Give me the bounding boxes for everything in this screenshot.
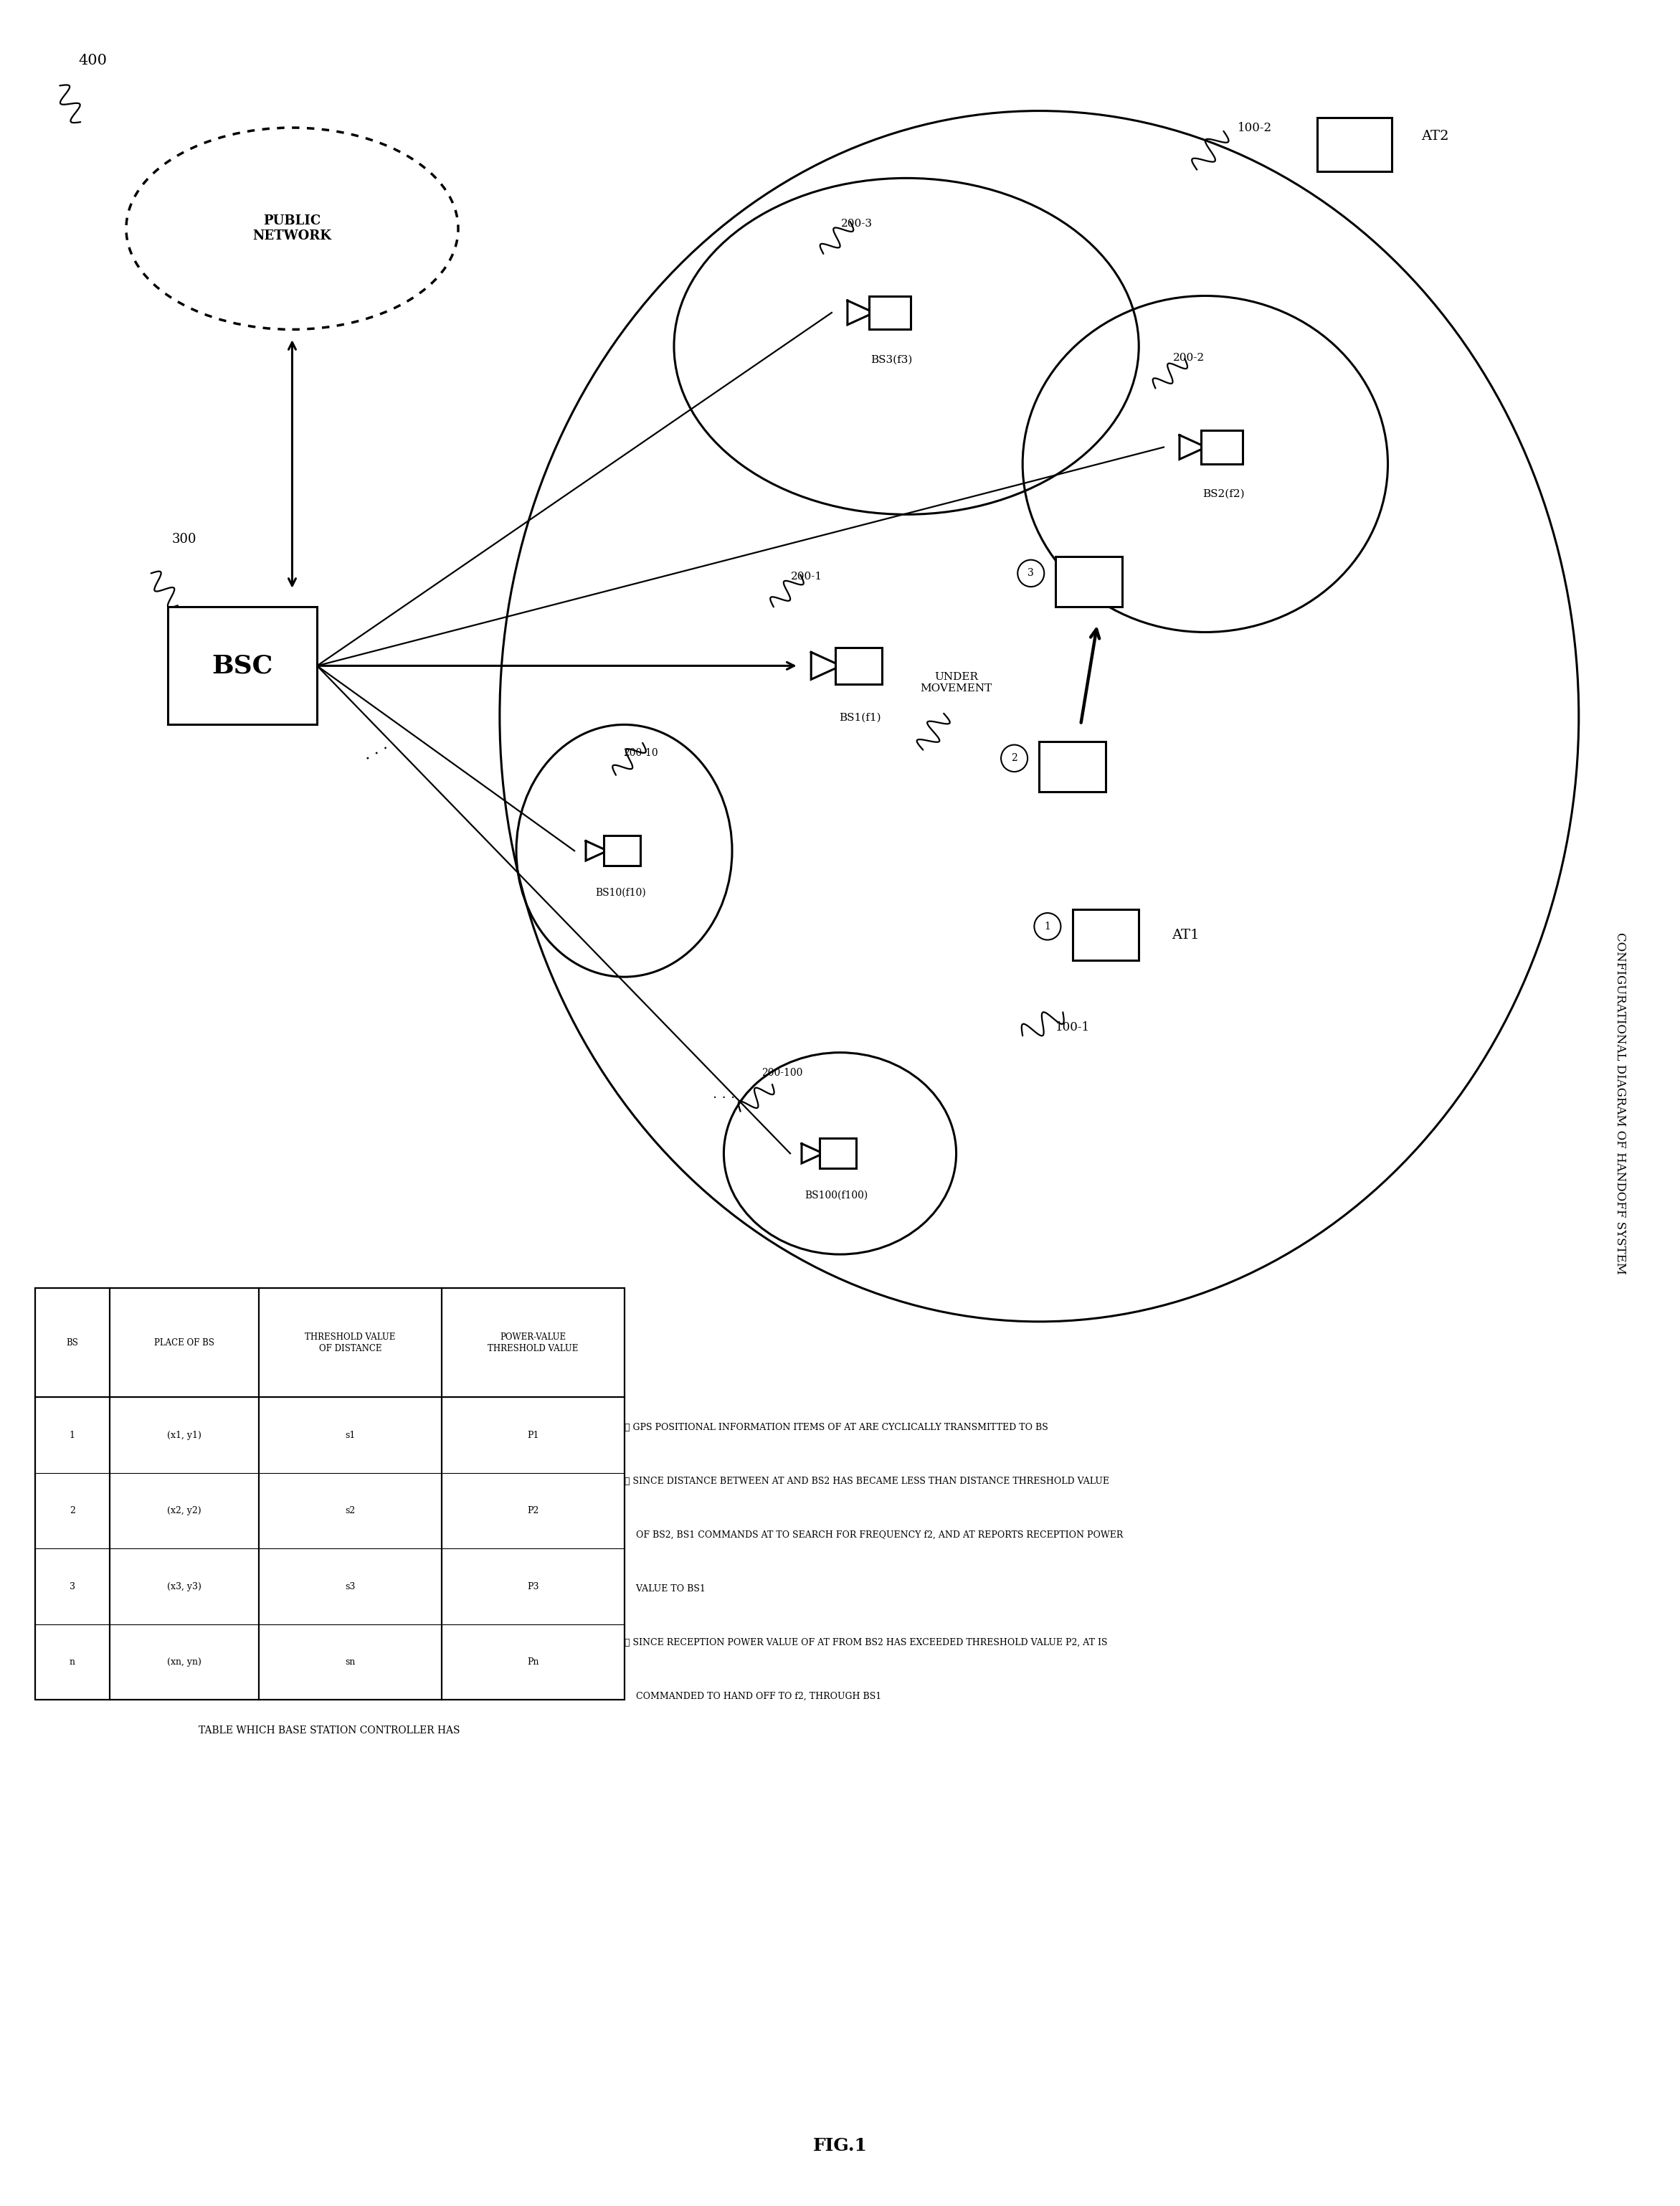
Bar xyxy=(1317,117,1393,172)
Text: 2: 2 xyxy=(1011,752,1018,763)
Text: AT2: AT2 xyxy=(1421,130,1448,143)
Text: . . .: . . . xyxy=(360,737,390,763)
Text: BS3(f3): BS3(f3) xyxy=(870,355,912,364)
Text: BS: BS xyxy=(66,1339,79,1348)
Bar xyxy=(1072,909,1139,960)
Text: 300: 300 xyxy=(171,534,197,547)
Bar xyxy=(603,836,640,867)
Text: BS2(f2): BS2(f2) xyxy=(1203,490,1245,499)
Text: 200-3: 200-3 xyxy=(840,218,872,229)
Text: UNDER
MOVEMENT: UNDER MOVEMENT xyxy=(921,673,993,693)
Text: 200-2: 200-2 xyxy=(1173,353,1205,364)
Text: 200-10: 200-10 xyxy=(623,748,659,759)
Text: VALUE TO BS1: VALUE TO BS1 xyxy=(625,1584,706,1593)
Text: AT1: AT1 xyxy=(1173,929,1200,942)
Text: (x3, y3): (x3, y3) xyxy=(166,1582,202,1591)
Text: 400: 400 xyxy=(79,53,108,66)
Bar xyxy=(835,646,882,684)
Text: ③ SINCE RECEPTION POWER VALUE OF AT FROM BS2 HAS EXCEEDED THRESHOLD VALUE P2, AT: ③ SINCE RECEPTION POWER VALUE OF AT FROM… xyxy=(625,1637,1107,1648)
Bar xyxy=(1201,430,1243,463)
Text: THRESHOLD VALUE
OF DISTANCE: THRESHOLD VALUE OF DISTANCE xyxy=(306,1332,395,1352)
Text: 3: 3 xyxy=(69,1582,76,1591)
Text: TABLE WHICH BASE STATION CONTROLLER HAS: TABLE WHICH BASE STATION CONTROLLER HAS xyxy=(198,1725,460,1736)
Text: n: n xyxy=(69,1657,76,1668)
Bar xyxy=(35,1288,625,1701)
Text: 200-100: 200-100 xyxy=(761,1068,803,1079)
Bar xyxy=(869,296,911,329)
Text: 100-1: 100-1 xyxy=(1055,1021,1090,1032)
Text: P1: P1 xyxy=(528,1429,539,1441)
Text: 1: 1 xyxy=(1045,922,1050,931)
Text: 1: 1 xyxy=(69,1429,76,1441)
Text: s3: s3 xyxy=(344,1582,356,1591)
Text: BS100(f100): BS100(f100) xyxy=(805,1191,869,1200)
Text: PUBLIC
NETWORK: PUBLIC NETWORK xyxy=(252,214,331,243)
Text: P3: P3 xyxy=(528,1582,539,1591)
Text: BS1(f1): BS1(f1) xyxy=(838,713,880,724)
Text: POWER-VALUE
THRESHOLD VALUE: POWER-VALUE THRESHOLD VALUE xyxy=(487,1332,578,1352)
Text: OF BS2, BS1 COMMANDS AT TO SEARCH FOR FREQUENCY f2, AND AT REPORTS RECEPTION POW: OF BS2, BS1 COMMANDS AT TO SEARCH FOR FR… xyxy=(625,1531,1122,1540)
Bar xyxy=(1040,741,1105,792)
Text: 3: 3 xyxy=(1028,569,1035,578)
Text: . . .: . . . xyxy=(712,1088,734,1101)
Text: BSC: BSC xyxy=(212,653,272,677)
Text: s1: s1 xyxy=(344,1429,356,1441)
Text: COMMANDED TO HAND OFF TO f2, THROUGH BS1: COMMANDED TO HAND OFF TO f2, THROUGH BS1 xyxy=(625,1692,880,1701)
Text: FIG.1: FIG.1 xyxy=(813,2138,867,2155)
Text: 200-1: 200-1 xyxy=(791,571,823,582)
Text: (xn, yn): (xn, yn) xyxy=(166,1657,202,1668)
Text: PLACE OF BS: PLACE OF BS xyxy=(155,1339,215,1348)
Text: 2: 2 xyxy=(69,1507,76,1516)
Bar xyxy=(1055,556,1122,607)
Text: (x1, y1): (x1, y1) xyxy=(166,1429,202,1441)
Text: ① GPS POSITIONAL INFORMATION ITEMS OF AT ARE CYCLICALLY TRANSMITTED TO BS: ① GPS POSITIONAL INFORMATION ITEMS OF AT… xyxy=(625,1423,1048,1432)
Text: ② SINCE DISTANCE BETWEEN AT AND BS2 HAS BECAME LESS THAN DISTANCE THRESHOLD VALU: ② SINCE DISTANCE BETWEEN AT AND BS2 HAS … xyxy=(625,1476,1109,1485)
Text: 100-2: 100-2 xyxy=(1238,121,1272,135)
Text: P2: P2 xyxy=(528,1507,539,1516)
Bar xyxy=(168,607,318,724)
Text: Pn: Pn xyxy=(528,1657,539,1668)
Text: s2: s2 xyxy=(344,1507,356,1516)
Text: sn: sn xyxy=(344,1657,356,1668)
Text: CONFIGURATIONAL DIAGRAM OF HANDOFF SYSTEM: CONFIGURATIONAL DIAGRAM OF HANDOFF SYSTE… xyxy=(1614,931,1626,1275)
Text: (x2, y2): (x2, y2) xyxy=(168,1507,202,1516)
Bar xyxy=(820,1138,857,1169)
Text: BS10(f10): BS10(f10) xyxy=(595,887,647,898)
